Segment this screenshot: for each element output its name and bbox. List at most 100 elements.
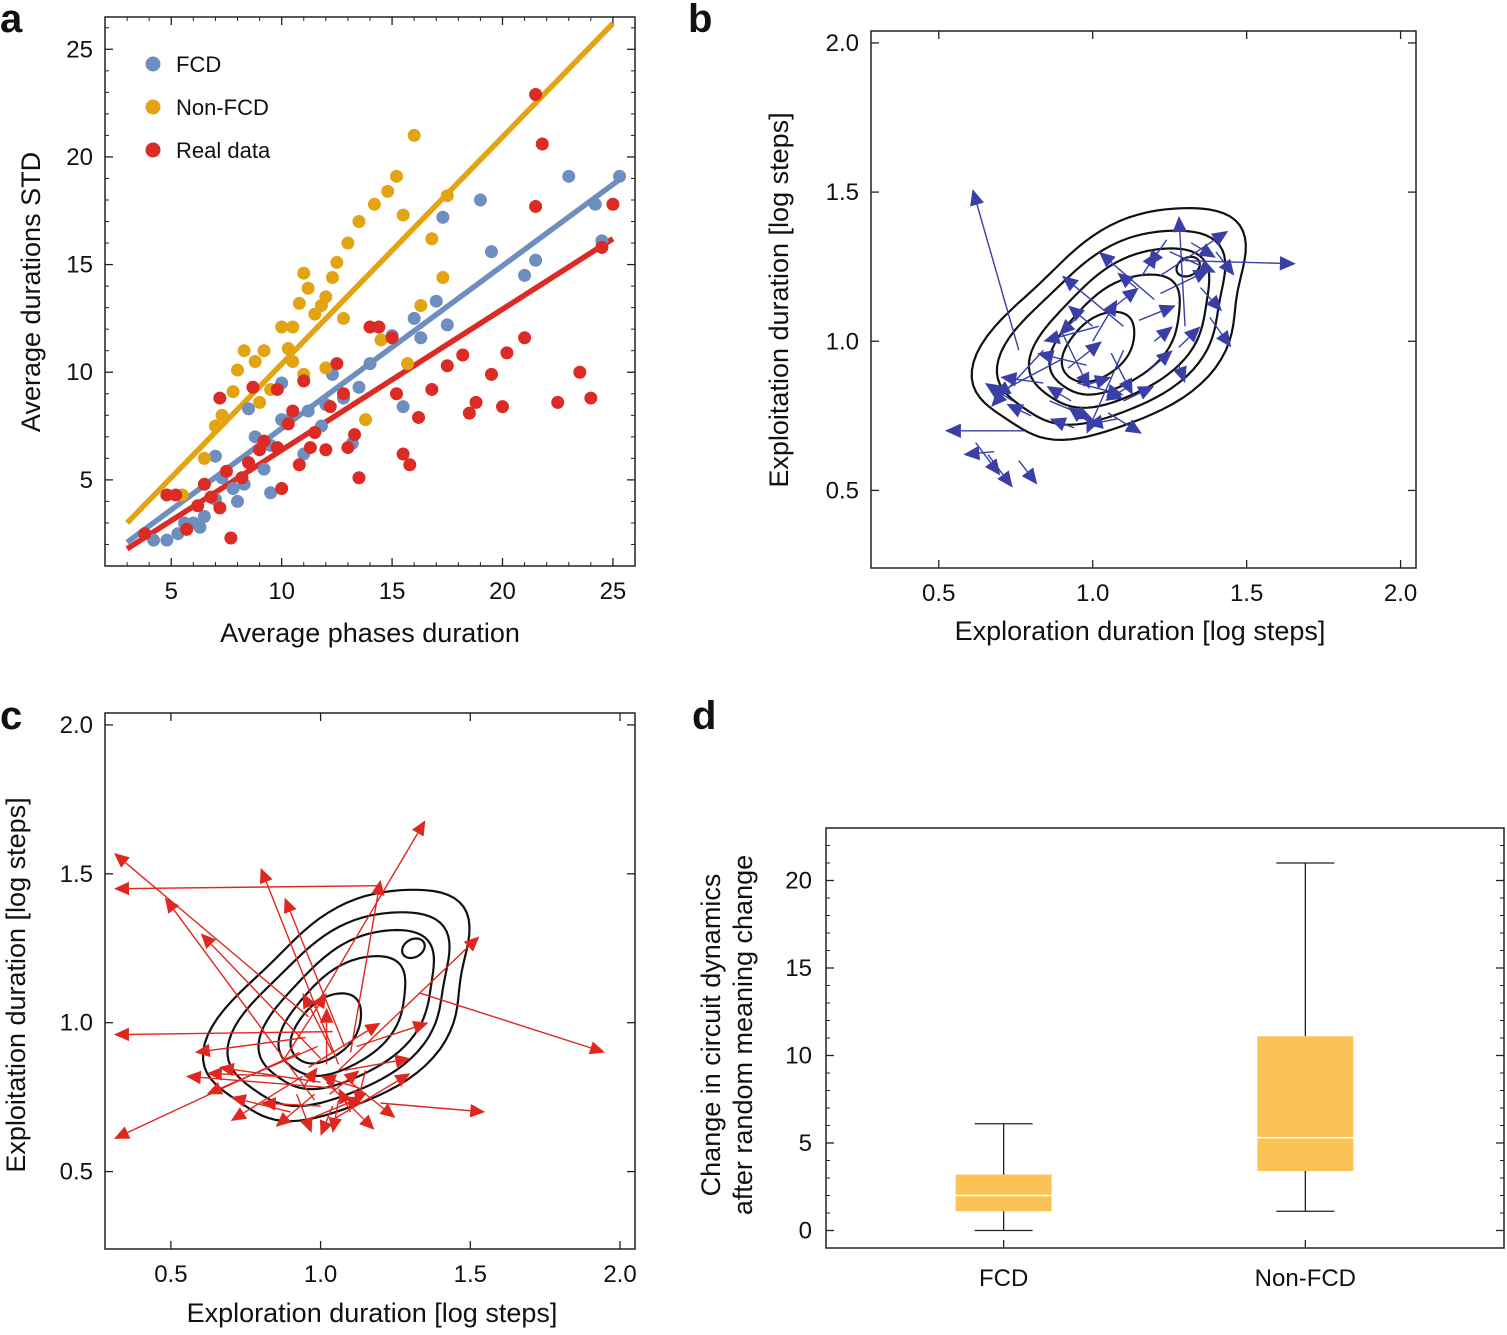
panel-c-arrow <box>334 1099 340 1119</box>
panel-b-arrow-head <box>1155 350 1173 367</box>
panel-label-b: b <box>688 0 712 41</box>
panel-a-point-fcd <box>473 193 487 207</box>
panel-a-point-non-fcd <box>359 413 373 427</box>
panel-b-arrow <box>1185 260 1280 264</box>
panel-a-point-non-fcd <box>436 271 450 285</box>
panel-b-arrow <box>1169 251 1202 267</box>
panel-d-non-fcd-category-label: Non-FCD <box>1255 1265 1356 1292</box>
panel-b-arrow-head <box>1043 330 1061 345</box>
panel-a-point-fcd <box>226 481 240 495</box>
panel-c-arrow <box>209 1036 306 1052</box>
panel-c-xtick-label: 1.0 <box>304 1261 337 1288</box>
panel-a-point-real-data <box>197 477 211 491</box>
panel-a-point-real-data <box>372 320 386 334</box>
legend-marker <box>145 142 161 158</box>
panel-b-ytick-label: 1.0 <box>826 328 859 355</box>
panel-c-frame <box>104 712 636 1250</box>
panel-a-point-fcd <box>414 331 428 345</box>
panel-b-arrow-head <box>1086 414 1104 429</box>
panel-b-arrow <box>1018 460 1029 473</box>
panel-c-arrow <box>289 911 346 1047</box>
panel-c-arrow-head <box>113 881 130 896</box>
panel-a-point-non-fcd <box>281 342 295 356</box>
panel-b-arrow <box>1199 287 1212 301</box>
panel-b-arrow <box>975 442 992 464</box>
panel-c-arrow <box>125 862 310 1018</box>
panel-c-xtick-label: 2.0 <box>603 1261 636 1288</box>
panel-a-legend: FCD Non-FCD Real data <box>145 52 271 163</box>
panel-a-point-real-data <box>500 346 514 360</box>
panel-b-arrow <box>1178 336 1190 348</box>
panel-a-point-real-data <box>529 88 543 102</box>
panel-b-contour: 0.5 1.0 1.5 2.0 0.5 1.0 1.5 2.0 Exploration dur… <box>764 30 1417 646</box>
legend-label: Real data <box>176 138 271 163</box>
panel-b-arrow-head <box>963 445 980 461</box>
panel-a-point-real-data <box>257 434 271 448</box>
panel-a-point-real-data <box>462 406 476 420</box>
panel-b-arrow-head <box>1021 467 1038 485</box>
panel-a-point-fcd <box>264 486 278 500</box>
panel-c-arrow-head <box>206 1082 224 1095</box>
panel-b-arrow-head <box>1183 326 1201 343</box>
panel-c-arrow-head <box>302 992 316 1010</box>
panel-c-arrow <box>302 1079 310 1089</box>
panel-b-arrow <box>1007 358 1063 389</box>
panel-a-xtick-label: 10 <box>268 578 295 605</box>
panel-b-arrow-head <box>1216 330 1232 348</box>
panel-d-ytick-label: 5 <box>799 1130 812 1157</box>
panel-a-point-real-data <box>286 404 300 418</box>
panel-b-ytick-label: 2.0 <box>826 30 859 57</box>
panel-b-arrow <box>1020 410 1032 417</box>
panel-a-point-non-fcd <box>390 169 403 183</box>
panel-a-fit-line-non-fcd <box>125 21 615 525</box>
panel-a-point-real-data <box>319 443 333 457</box>
panel-a-point-non-fcd <box>248 354 262 368</box>
panel-c-arrow <box>380 1102 471 1112</box>
panel-b-arrow-head <box>1279 256 1296 271</box>
panel-b-arrow <box>1118 385 1131 394</box>
panel-b-arrow <box>1215 251 1226 264</box>
panel-a-point-fcd <box>257 462 271 476</box>
panel-label-c: c <box>0 694 22 738</box>
panel-b-arrow-head <box>1136 386 1155 400</box>
legend-label: FCD <box>176 52 221 77</box>
panel-a-point-fcd <box>518 268 532 282</box>
panel-c-arrow-head <box>113 852 130 868</box>
panel-c-contour-line <box>401 937 426 960</box>
panel-a-point-real-data <box>390 387 403 401</box>
panel-c-contour-line <box>226 911 451 1108</box>
panel-a-point-fcd <box>588 197 602 211</box>
panel-a-point-fcd <box>301 404 315 418</box>
panel-b-arrow-head <box>1061 275 1079 292</box>
panel-d-fcd-category-label: FCD <box>979 1265 1028 1292</box>
panel-c-arrow-head <box>206 1067 223 1081</box>
panel-c-arrow <box>338 946 469 1071</box>
panel-d-fcd-box <box>955 1174 1052 1212</box>
panel-a-point-real-data <box>224 531 238 545</box>
legend-marker <box>145 99 161 115</box>
panel-d-ytick-label: 0 <box>799 1218 812 1245</box>
panel-c-arrow-head <box>353 1089 367 1107</box>
panel-c-arrow <box>334 1080 360 1089</box>
panel-c-arrow <box>356 1026 415 1048</box>
panel-c-arrow-head <box>463 936 480 952</box>
panel-a-point-non-fcd <box>330 255 344 269</box>
panel-d-frame <box>825 827 1505 1249</box>
panel-b-arrow <box>1156 239 1168 254</box>
panel-b-arrow-head <box>984 383 1003 398</box>
panel-a-point-non-fcd <box>286 320 300 334</box>
panel-a-point-real-data <box>138 527 152 541</box>
panel-a-scatter: 5 10 15 20 25 5 10 15 20 25 FCD Non-FCD Real data A… <box>16 16 636 648</box>
panel-b-ytick-label: 0.5 <box>826 477 859 504</box>
panel-b-xtick-label: 2.0 <box>1384 580 1417 607</box>
panel-a-point-real-data <box>469 395 483 409</box>
panel-c-arrow-head <box>364 1022 381 1037</box>
panel-a-point-fcd <box>562 169 576 183</box>
panel-a-point-fcd <box>440 318 454 332</box>
panel-b-arrow <box>1016 378 1044 384</box>
panel-c-arrow <box>308 1005 334 1053</box>
panel-b-arrow <box>1190 242 1203 251</box>
panel-c-ytick-label: 0.5 <box>60 1159 93 1186</box>
panel-a-point-real-data <box>235 471 249 485</box>
panel-b-arrow <box>1067 350 1090 369</box>
